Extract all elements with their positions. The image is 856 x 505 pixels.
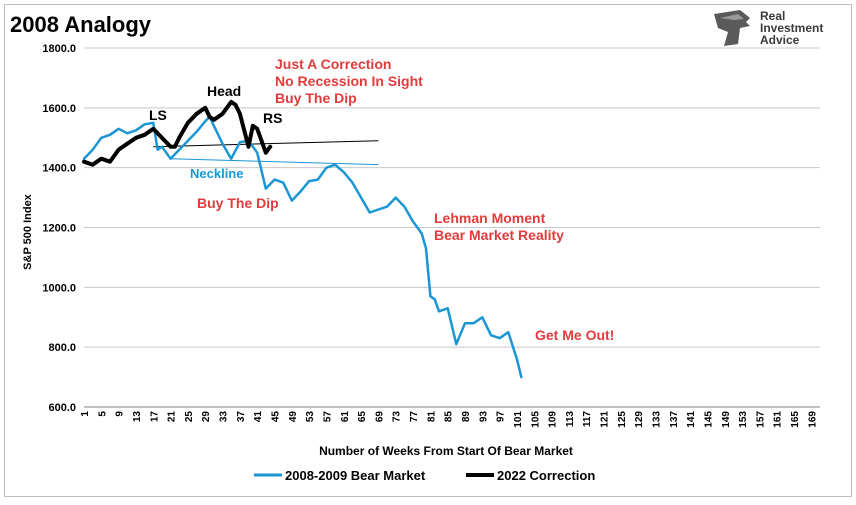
- x-tick-label: 85: [444, 411, 455, 423]
- x-tick-label: 13: [132, 411, 143, 423]
- x-tick-label: 37: [236, 411, 247, 423]
- y-tick-label: 1800.0: [42, 43, 76, 55]
- y-tick-label: 1400.0: [42, 163, 76, 175]
- x-tick-label: 101: [513, 411, 524, 428]
- x-tick-label: 57: [322, 411, 333, 423]
- annotation-rs: RS: [263, 110, 282, 126]
- annotation-buy-the-dip-mid: Buy The Dip: [197, 195, 279, 211]
- x-tick-label: 1: [80, 411, 91, 417]
- x-tick-label: 121: [600, 411, 611, 428]
- x-tick-label: 109: [548, 411, 559, 428]
- x-tick-label: 33: [219, 411, 230, 423]
- x-tick-label: 49: [288, 411, 299, 423]
- annotation-ls: LS: [149, 107, 167, 123]
- trendline-neckline-blue: [170, 158, 379, 166]
- trendline-neckline-black: [153, 140, 379, 148]
- x-tick-label: 77: [409, 411, 420, 423]
- x-tick-label: 65: [357, 411, 368, 423]
- x-tick-label: 165: [790, 411, 801, 428]
- x-tick-label: 149: [721, 411, 732, 428]
- x-tick-label: 93: [478, 411, 489, 423]
- y-tick-label: 1600.0: [42, 103, 76, 115]
- x-tick-label: 5: [97, 411, 108, 417]
- x-tick-label: 17: [149, 411, 160, 423]
- brand-line-1: Real: [760, 9, 786, 23]
- x-tick-label: 89: [461, 411, 472, 423]
- series-line-2022-correction: [82, 99, 273, 167]
- annotation-just-a-correction: Just A Correction: [275, 56, 391, 72]
- x-tick-label: 81: [426, 411, 437, 423]
- x-tick-label: 153: [738, 411, 749, 428]
- annotation-head: Head: [207, 83, 241, 99]
- y-tick-label: 600.0: [48, 402, 76, 414]
- series-line-2008-bear-market: [82, 115, 523, 379]
- x-tick-label: 157: [755, 411, 766, 428]
- x-tick-label: 125: [617, 411, 628, 428]
- brand-logo: Real Investment Advice: [710, 8, 840, 48]
- x-tick-label: 97: [496, 411, 507, 423]
- x-tick-label: 69: [374, 411, 385, 423]
- x-tick-label: 53: [305, 411, 316, 423]
- x-tick-label: 25: [184, 411, 195, 423]
- x-tick-label: 161: [773, 411, 784, 428]
- x-tick-label: 137: [669, 411, 680, 428]
- y-axis-label: S&P 500 Index: [22, 193, 34, 269]
- x-tick-label: 41: [253, 411, 264, 423]
- chart-frame: [4, 4, 852, 497]
- legend-label-2008: 2008-2009 Bear Market: [285, 468, 426, 483]
- x-axis-label: Number of Weeks From Start Of Bear Marke…: [319, 444, 573, 458]
- annotation-neckline: Neckline: [190, 166, 243, 181]
- eagle-head-icon: [714, 10, 750, 46]
- y-tick-label: 1000.0: [42, 282, 76, 294]
- brand-line-3: Advice: [760, 33, 800, 47]
- annotation-get-me-out: Get Me Out!: [535, 327, 614, 343]
- annotation-lehman-moment: Lehman Moment: [434, 210, 546, 226]
- annotation-buy-the-dip-top: Buy The Dip: [275, 90, 357, 106]
- y-tick-label: 800.0: [48, 342, 76, 354]
- x-tick-label: 141: [686, 411, 697, 428]
- y-tick-label: 1200.0: [42, 223, 76, 235]
- x-tick-label: 73: [392, 411, 403, 423]
- x-tick-label: 113: [565, 411, 576, 428]
- x-tick-label: 29: [201, 411, 212, 423]
- x-tick-label: 45: [270, 411, 281, 423]
- annotation-no-recession: No Recession In Sight: [275, 73, 423, 89]
- legend-label-2022: 2022 Correction: [497, 468, 595, 483]
- chart-title: 2008 Analogy: [10, 12, 152, 37]
- x-tick-label: 169: [807, 411, 818, 428]
- brand-line-2: Investment: [760, 21, 824, 35]
- x-tick-label: 145: [703, 411, 714, 428]
- x-tick-label: 129: [634, 411, 645, 428]
- annotation-bear-market-reality: Bear Market Reality: [434, 227, 564, 243]
- x-tick-label: 61: [340, 411, 351, 423]
- x-tick-label: 21: [167, 411, 178, 423]
- x-tick-label: 133: [651, 411, 662, 428]
- x-tick-label: 105: [530, 411, 541, 428]
- x-tick-label: 117: [582, 411, 593, 428]
- x-tick-label: 9: [115, 411, 126, 417]
